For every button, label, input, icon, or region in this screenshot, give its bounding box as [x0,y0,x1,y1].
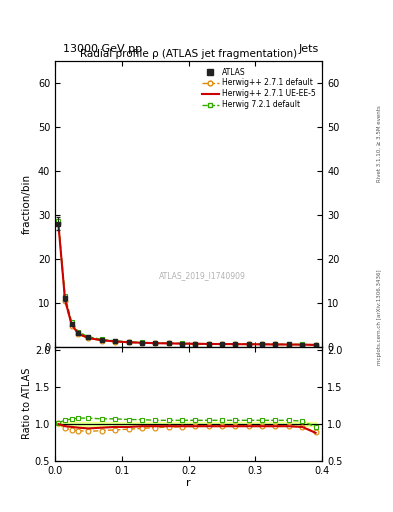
X-axis label: r: r [186,478,191,488]
Text: Rivet 3.1.10, ≥ 3.5M events: Rivet 3.1.10, ≥ 3.5M events [377,105,382,182]
Text: 13000 GeV pp: 13000 GeV pp [63,44,142,54]
Legend: ATLAS, Herwig++ 2.7.1 default, Herwig++ 2.7.1 UE-EE-5, Herwig 7.2.1 default: ATLAS, Herwig++ 2.7.1 default, Herwig++ … [200,65,318,112]
Text: Jets: Jets [298,44,318,54]
Text: mcplots.cern.ch [arXiv:1306.3436]: mcplots.cern.ch [arXiv:1306.3436] [377,270,382,365]
Y-axis label: fraction/bin: fraction/bin [22,174,32,234]
Y-axis label: Ratio to ATLAS: Ratio to ATLAS [22,368,32,439]
Title: Radial profile ρ (ATLAS jet fragmentation): Radial profile ρ (ATLAS jet fragmentatio… [80,49,297,59]
Text: ATLAS_2019_I1740909: ATLAS_2019_I1740909 [158,271,246,280]
